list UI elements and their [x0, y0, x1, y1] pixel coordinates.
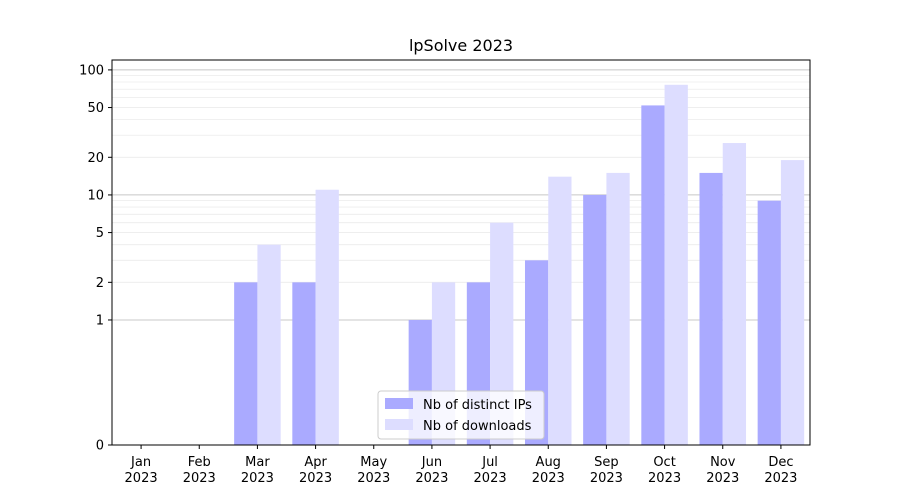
y-tick-label: 0: [96, 439, 104, 454]
bar-distinct-ips-mar: [234, 282, 258, 445]
x-tick-label-month: Jan: [130, 455, 151, 470]
y-tick-label: 10: [87, 188, 104, 203]
x-tick-label-year: 2023: [241, 471, 274, 486]
legend-swatch-downloads: [385, 419, 413, 430]
x-axis: Jan2023Feb2023Mar2023Apr2023May2023Jun20…: [125, 445, 797, 486]
x-tick-label-year: 2023: [590, 471, 623, 486]
bar-distinct-ips-oct: [641, 105, 665, 446]
x-tick-label-year: 2023: [648, 471, 681, 486]
bar-distinct-ips-dec: [757, 200, 781, 445]
bar-downloads-dec: [780, 160, 805, 445]
x-tick-label-year: 2023: [415, 471, 448, 486]
bar-downloads-oct: [664, 84, 688, 445]
x-tick-label-month: Apr: [304, 455, 327, 470]
grid-layer: [112, 69, 810, 321]
legend-label-ips: Nb of distinct IPs: [423, 398, 532, 413]
bar-downloads-mar: [257, 244, 281, 445]
bar-downloads-aug: [548, 176, 572, 445]
y-tick-label: 1: [96, 313, 104, 328]
x-tick-label-month: Nov: [710, 455, 736, 470]
x-tick-label-year: 2023: [474, 471, 507, 486]
x-tick-label-year: 2023: [357, 471, 390, 486]
bar-downloads-nov: [722, 143, 747, 445]
x-tick-label-month: Aug: [536, 455, 561, 470]
legend-box: [377, 390, 545, 440]
bar-distinct-ips-apr: [292, 282, 316, 445]
y-tick-label: 100: [79, 63, 104, 78]
bar-distinct-ips-nov: [699, 172, 723, 445]
x-tick-label-year: 2023: [706, 471, 739, 486]
y-axis: 0 1 2 5 10 20 50 100: [79, 63, 112, 454]
x-tick-label-month: Mar: [245, 455, 270, 470]
x-tick-label-month: Jun: [421, 455, 442, 470]
bar-downloads-sep: [606, 172, 630, 445]
y-tick-label: 20: [87, 151, 104, 166]
legend: Nb of distinct IPs Nb of downloads: [377, 390, 545, 440]
bar-downloads-apr: [315, 189, 339, 445]
bar-distinct-ips-sep: [583, 194, 607, 445]
x-tick-label-month: Dec: [768, 455, 793, 470]
bar-downloads-jul: [490, 222, 514, 445]
plot-frame: [111, 59, 811, 446]
x-tick-label-month: Sep: [594, 455, 619, 470]
x-tick-label-year: 2023: [532, 471, 565, 486]
x-tick-label-month: Feb: [188, 455, 211, 470]
x-tick-label-month: May: [360, 455, 387, 470]
y-tick-label: 5: [96, 226, 104, 241]
legend-swatch-ips: [385, 398, 413, 409]
chart-title: lpSolve 2023: [409, 36, 513, 55]
x-tick-label-year: 2023: [299, 471, 332, 486]
x-tick-label-year: 2023: [764, 471, 797, 486]
y-tick-label: 2: [96, 276, 104, 291]
y-tick-label: 50: [87, 101, 104, 116]
x-tick-label-month: Oct: [653, 455, 675, 470]
x-tick-label-year: 2023: [183, 471, 216, 486]
x-tick-label-year: 2023: [125, 471, 158, 486]
legend-label-downloads: Nb of downloads: [423, 419, 532, 434]
x-tick-label-month: Jul: [481, 455, 498, 470]
